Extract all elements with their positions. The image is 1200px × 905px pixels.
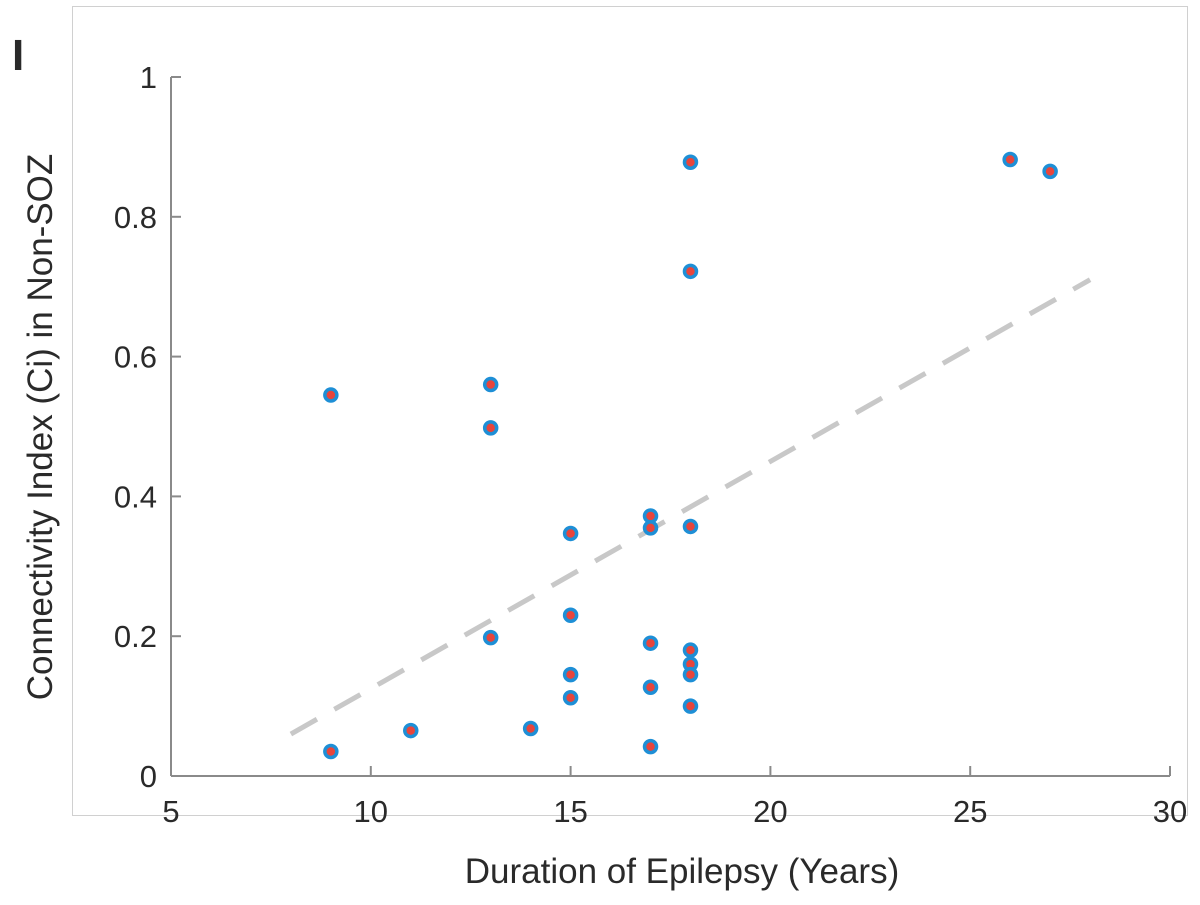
figure-frame <box>72 6 1188 816</box>
x-tick-label: 5 <box>162 794 179 829</box>
data-point <box>562 689 579 706</box>
x-tick-label: 10 <box>354 794 388 829</box>
panel-label: I <box>12 31 24 80</box>
data-point <box>323 743 339 760</box>
x-tick-label: 25 <box>953 794 987 829</box>
data-point <box>682 642 699 658</box>
data-point <box>682 666 699 683</box>
data-point <box>562 525 579 542</box>
data-point <box>482 420 499 436</box>
data-point <box>562 666 579 683</box>
y-tick-label: 0.8 <box>114 200 157 235</box>
data-point <box>642 679 659 695</box>
data-point <box>1042 163 1058 180</box>
data-point <box>642 738 659 755</box>
axes: 5 10 15 20 25 30 0 0.2 0.4 0.6 0.8 1 <box>114 60 1187 829</box>
fit-line <box>289 277 1092 737</box>
y-tick-label: 0.4 <box>114 479 157 514</box>
data-point <box>482 629 499 646</box>
data-point <box>1002 151 1018 168</box>
y-tick-label: 0.2 <box>114 619 157 654</box>
data-point <box>642 520 659 536</box>
data-point <box>403 722 419 739</box>
data-point <box>682 518 699 535</box>
x-tick-label: 15 <box>553 794 587 829</box>
x-tick-label: 20 <box>753 794 787 829</box>
y-tick-label: 1 <box>140 60 157 95</box>
data-point <box>482 376 499 393</box>
points-layer <box>323 151 1058 760</box>
data-point <box>682 263 699 280</box>
y-tick-label: 0.6 <box>114 340 157 375</box>
y-axis-title: Connectivity Index (Ci) in Non-SOZ <box>21 154 60 701</box>
y-tick-label: 0 <box>140 759 157 794</box>
data-point <box>682 154 699 171</box>
data-point <box>642 635 659 651</box>
data-point <box>562 607 579 623</box>
data-point <box>682 698 699 714</box>
data-point <box>522 720 539 737</box>
x-axis-title: Duration of Epilepsy (Years) <box>465 852 899 891</box>
data-point <box>323 387 339 403</box>
x-tick-label: 30 <box>1153 794 1187 829</box>
fit-line-layer <box>289 277 1092 737</box>
